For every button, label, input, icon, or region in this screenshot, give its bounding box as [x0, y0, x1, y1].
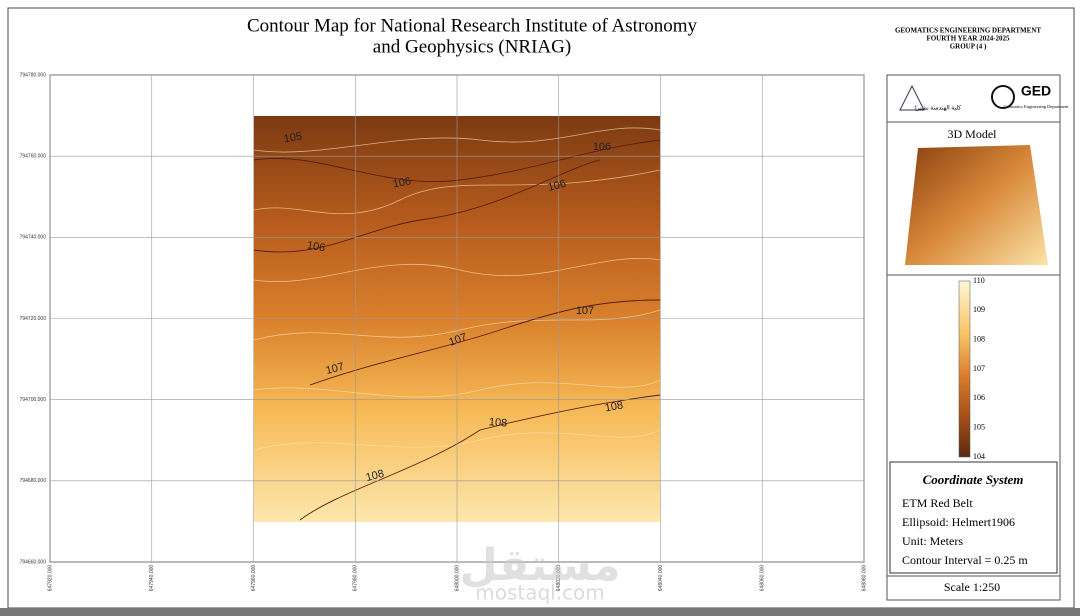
scale: Scale 1:250 [944, 580, 1000, 594]
logo-right: GED [1021, 83, 1051, 99]
title: Contour Map for National Research Instit… [247, 15, 698, 36]
model-title: 3D Model [948, 127, 998, 141]
index-contours [253, 139, 661, 521]
grid: 794780.000 794760.000 794740.000 794720.000… [20, 72, 868, 591]
legend-label: 104 [973, 452, 985, 461]
header-right: GROUP (4 ) [950, 43, 987, 51]
watermark: مستقل [460, 540, 621, 591]
title: and Geophysics (NRIAG) [373, 36, 571, 57]
y-label: 794660.000 [20, 559, 47, 565]
bottom-bar [0, 608, 1080, 616]
contour-label: 107 [447, 331, 468, 349]
contour-label: 108 [488, 416, 507, 430]
logo-right-icon [991, 85, 1015, 109]
legend-label: 108 [973, 334, 985, 343]
contour-label: 106 [306, 239, 326, 254]
coord-line: Unit: Meters [902, 534, 963, 548]
coord-line: ETM Red Belt [902, 496, 973, 510]
x-label: 648080.000 [861, 565, 867, 592]
contour-lines [253, 127, 661, 451]
legend-label: 109 [973, 305, 985, 314]
watermark: mostaql.com [475, 581, 605, 605]
coord-box [889, 461, 1058, 574]
header-right: GEOMATICS ENGINEERING DEPARTMENT [895, 27, 1041, 35]
contour-label: 106 [392, 175, 412, 190]
contour-label: 108 [365, 468, 386, 484]
contour-label: 107 [576, 305, 594, 317]
contour-label: 106 [547, 178, 568, 194]
x-label: 647940.000 [149, 565, 155, 592]
legend-label: 107 [973, 364, 985, 373]
legend-label: 105 [973, 422, 985, 431]
logo-left: كلية الهندسة بشبرا [915, 104, 961, 111]
y-label: 794680.000 [20, 478, 47, 484]
y-label: 794700.000 [20, 397, 47, 403]
contour-label: 108 [604, 399, 624, 414]
x-label: 648060.000 [760, 565, 766, 592]
contour-label: 105 [283, 130, 303, 145]
x-label: 647960.000 [251, 565, 257, 592]
x-label: 648000.000 [454, 565, 460, 592]
logo-right-sub: Geomatics Engineering Department [1004, 104, 1069, 109]
logo-left-icon [899, 84, 925, 111]
y-label: 794740.000 [20, 235, 47, 241]
model-3d [905, 145, 1048, 265]
header-right: FOURTH YEAR 2024-2025 [926, 35, 1010, 43]
y-label: 794760.000 [20, 153, 47, 159]
x-label: 647980.000 [353, 565, 359, 592]
x-label: 648040.000 [658, 565, 664, 592]
contour-label: 106 [593, 141, 611, 153]
legend-label: 106 [973, 393, 985, 402]
y-label: 794780.000 [20, 72, 47, 78]
coord-title: Coordinate System [923, 472, 1024, 487]
y-label: 794720.000 [20, 316, 47, 322]
coord-line: Contour Interval = 0.25 m [902, 553, 1028, 567]
coord-line: Ellipsoid: Helmert1906 [902, 515, 1015, 529]
legend-label: 110 [973, 276, 985, 285]
contour-label: 107 [325, 361, 346, 377]
x-label: 648020.000 [556, 565, 562, 592]
x-label: 647920.000 [47, 565, 53, 592]
legend-bar [958, 280, 971, 458]
